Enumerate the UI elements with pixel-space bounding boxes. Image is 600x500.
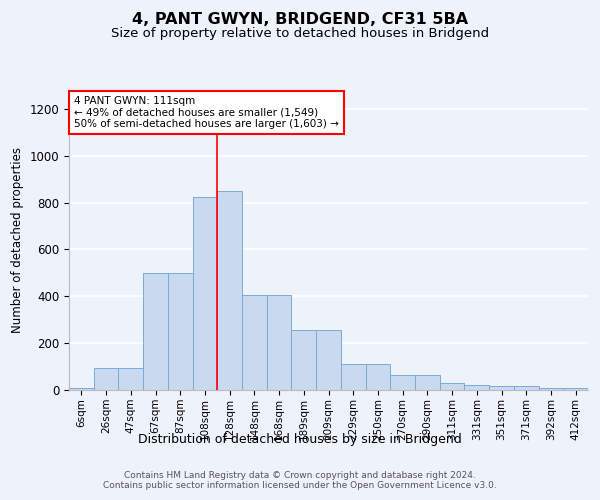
Y-axis label: Number of detached properties: Number of detached properties — [11, 147, 24, 333]
Text: 4 PANT GWYN: 111sqm
← 49% of detached houses are smaller (1,549)
50% of semi-det: 4 PANT GWYN: 111sqm ← 49% of detached ho… — [74, 96, 339, 129]
Bar — [242, 295, 267, 390]
Bar — [143, 273, 168, 390]
Bar — [341, 364, 365, 390]
Bar — [390, 375, 415, 390]
Bar — [292, 330, 316, 390]
Text: Distribution of detached houses by size in Bridgend: Distribution of detached houses by size … — [138, 432, 462, 446]
Bar — [514, 386, 539, 390]
Text: Size of property relative to detached houses in Bridgend: Size of property relative to detached ho… — [111, 28, 489, 40]
Bar — [267, 295, 292, 390]
Bar — [539, 388, 563, 390]
Bar — [193, 196, 217, 390]
Bar — [440, 383, 464, 390]
Bar — [69, 388, 94, 390]
Bar — [168, 273, 193, 390]
Bar — [217, 191, 242, 390]
Text: Contains HM Land Registry data © Crown copyright and database right 2024.
Contai: Contains HM Land Registry data © Crown c… — [103, 470, 497, 490]
Bar — [118, 368, 143, 390]
Bar — [489, 386, 514, 390]
Text: 4, PANT GWYN, BRIDGEND, CF31 5BA: 4, PANT GWYN, BRIDGEND, CF31 5BA — [132, 12, 468, 28]
Bar — [365, 364, 390, 390]
Bar — [563, 388, 588, 390]
Bar — [464, 386, 489, 390]
Bar — [94, 368, 118, 390]
Bar — [415, 375, 440, 390]
Bar — [316, 330, 341, 390]
